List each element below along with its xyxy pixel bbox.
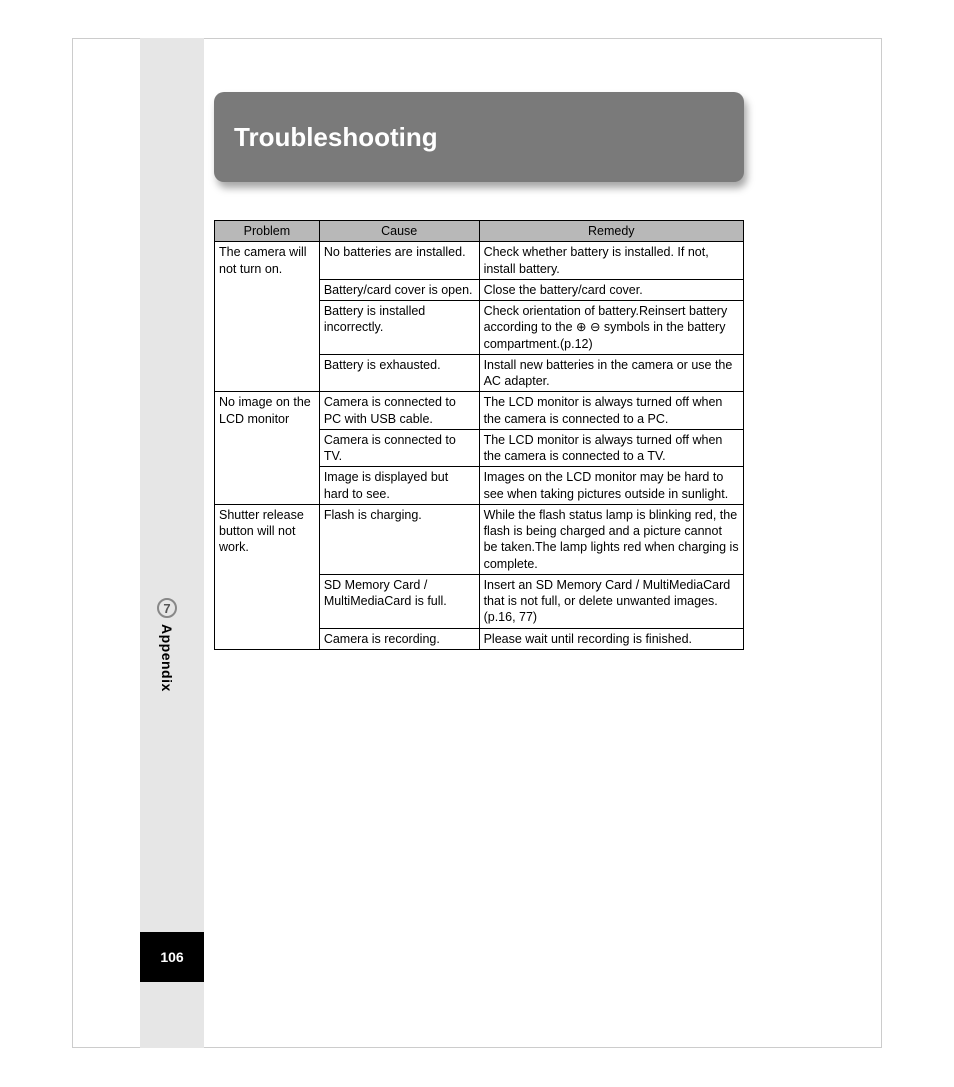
cell-remedy: Check orientation of battery.Reinsert ba… [479,301,743,355]
cell-cause: Battery is installed incorrectly. [319,301,479,355]
cell-remedy: The LCD monitor is always turned off whe… [479,392,743,430]
page-number: 106 [140,932,204,982]
col-header-problem: Problem [215,221,320,242]
cell-cause: Camera is recording. [319,628,479,649]
cell-remedy: Install new batteries in the camera or u… [479,354,743,392]
section-name: Appendix [159,624,175,692]
cell-cause: Camera is connected to TV. [319,429,479,467]
cell-remedy: Images on the LCD monitor may be hard to… [479,467,743,505]
cell-problem: Shutter release button will not work. [215,504,320,649]
col-header-remedy: Remedy [479,221,743,242]
table-row: Shutter release button will not work. Fl… [215,504,744,574]
sidebar-strip [140,38,204,1048]
cell-cause: Camera is connected to PC with USB cable… [319,392,479,430]
table-header-row: Problem Cause Remedy [215,221,744,242]
table-row: No image on the LCD monitor Camera is co… [215,392,744,430]
troubleshooting-table: Problem Cause Remedy The camera will not… [214,220,744,650]
table-row: The camera will not turn on. No batterie… [215,242,744,280]
col-header-cause: Cause [319,221,479,242]
cell-cause: SD Memory Card / MultiMediaCard is full. [319,574,479,628]
cell-problem: No image on the LCD monitor [215,392,320,505]
cell-cause: No batteries are installed. [319,242,479,280]
cell-cause: Battery is exhausted. [319,354,479,392]
cell-problem: The camera will not turn on. [215,242,320,392]
cell-remedy: Close the battery/card cover. [479,279,743,300]
cell-cause: Battery/card cover is open. [319,279,479,300]
cell-remedy: Please wait until recording is finished. [479,628,743,649]
cell-remedy: The LCD monitor is always turned off whe… [479,429,743,467]
cell-remedy: Insert an SD Memory Card / MultiMediaCar… [479,574,743,628]
section-title: Troubleshooting [234,122,438,153]
cell-remedy: Check whether battery is installed. If n… [479,242,743,280]
cell-cause: Flash is charging. [319,504,479,574]
cell-remedy: While the flash status lamp is blinking … [479,504,743,574]
section-header: Troubleshooting [214,92,744,182]
sidebar-label: 7 Appendix [157,598,177,692]
chapter-number-icon: 7 [157,598,177,618]
cell-cause: Image is displayed but hard to see. [319,467,479,505]
